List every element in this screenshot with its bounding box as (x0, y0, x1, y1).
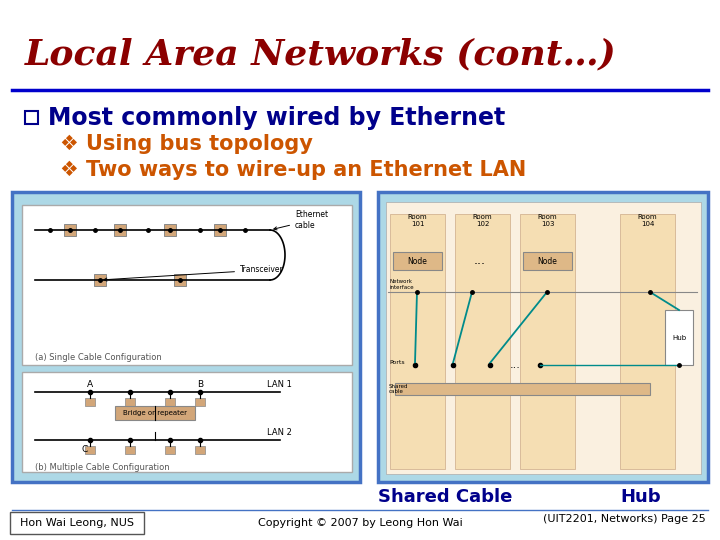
FancyBboxPatch shape (165, 446, 175, 454)
FancyBboxPatch shape (620, 214, 675, 469)
FancyBboxPatch shape (665, 310, 693, 365)
Text: Shared
cable: Shared cable (389, 383, 408, 394)
Text: B: B (197, 380, 203, 389)
FancyBboxPatch shape (523, 252, 572, 270)
FancyBboxPatch shape (64, 224, 76, 236)
FancyBboxPatch shape (195, 398, 205, 406)
Text: (UIT2201, Networks) Page 25: (UIT2201, Networks) Page 25 (544, 514, 706, 524)
FancyBboxPatch shape (125, 446, 135, 454)
Text: (b) Multiple Cable Configuration: (b) Multiple Cable Configuration (35, 463, 170, 472)
Text: Local Area Networks (cont…): Local Area Networks (cont…) (25, 37, 617, 71)
FancyBboxPatch shape (125, 398, 135, 406)
FancyBboxPatch shape (25, 111, 38, 124)
FancyBboxPatch shape (85, 446, 95, 454)
Text: A: A (87, 380, 93, 389)
FancyBboxPatch shape (174, 274, 186, 286)
Text: LAN 1: LAN 1 (267, 380, 292, 389)
FancyBboxPatch shape (520, 214, 575, 469)
FancyBboxPatch shape (12, 192, 360, 482)
FancyBboxPatch shape (455, 214, 510, 469)
FancyBboxPatch shape (165, 398, 175, 406)
Text: Room
101: Room 101 (408, 214, 427, 227)
Text: ❖ Two ways to wire-up an Ethernet LAN: ❖ Two ways to wire-up an Ethernet LAN (60, 160, 526, 180)
Text: Most commonly wired by Ethernet: Most commonly wired by Ethernet (48, 106, 505, 130)
FancyBboxPatch shape (22, 372, 352, 472)
FancyBboxPatch shape (115, 406, 195, 420)
Text: ...: ... (474, 254, 486, 267)
FancyBboxPatch shape (390, 214, 445, 469)
Text: Ethernet
cable: Ethernet cable (274, 210, 328, 230)
Text: Ports: Ports (389, 360, 405, 365)
Text: ...: ... (510, 360, 521, 370)
Text: Bridge or repeater: Bridge or repeater (123, 410, 187, 416)
FancyBboxPatch shape (195, 446, 205, 454)
FancyBboxPatch shape (114, 224, 126, 236)
Text: C: C (82, 445, 88, 454)
FancyBboxPatch shape (164, 224, 176, 236)
Text: Node: Node (408, 256, 428, 266)
Text: (a) Single Cable Configuration: (a) Single Cable Configuration (35, 353, 162, 362)
Text: Hub: Hub (672, 335, 686, 341)
FancyBboxPatch shape (94, 274, 106, 286)
Text: Network
interface: Network interface (389, 279, 413, 290)
FancyBboxPatch shape (386, 202, 701, 474)
Text: Transceiver: Transceiver (104, 266, 284, 281)
FancyBboxPatch shape (214, 224, 226, 236)
Text: Node: Node (538, 256, 557, 266)
FancyBboxPatch shape (395, 383, 650, 395)
Text: Shared Cable: Shared Cable (378, 488, 513, 506)
Text: Room
102: Room 102 (473, 214, 492, 227)
Text: Room
104: Room 104 (638, 214, 657, 227)
Text: ❖ Using bus topology: ❖ Using bus topology (60, 134, 313, 154)
Text: Copyright © 2007 by Leong Hon Wai: Copyright © 2007 by Leong Hon Wai (258, 518, 462, 528)
FancyBboxPatch shape (393, 252, 442, 270)
Text: Room
103: Room 103 (538, 214, 557, 227)
FancyBboxPatch shape (85, 398, 95, 406)
FancyBboxPatch shape (378, 192, 708, 482)
FancyBboxPatch shape (22, 205, 352, 365)
Text: Hon Wai Leong, NUS: Hon Wai Leong, NUS (20, 518, 134, 528)
Text: LAN 2: LAN 2 (267, 428, 292, 437)
Text: Hub: Hub (620, 488, 661, 506)
FancyBboxPatch shape (10, 512, 144, 534)
